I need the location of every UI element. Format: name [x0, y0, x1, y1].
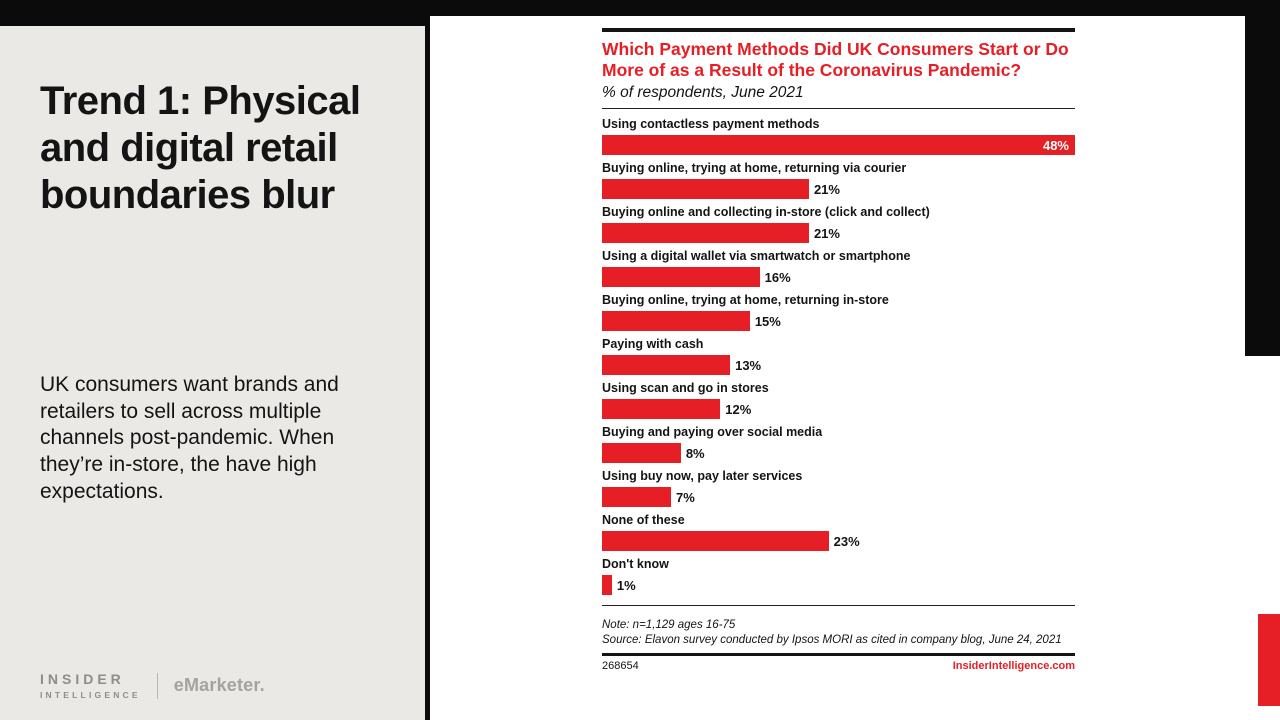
- bar: [602, 223, 809, 243]
- bar: [602, 311, 750, 331]
- logo-divider: [156, 672, 158, 699]
- bar-group: Paying with cash 13%: [602, 337, 1075, 375]
- category-label: Using buy now, pay later services: [602, 469, 803, 483]
- bar-group: Buying online, trying at home, returning…: [602, 161, 1075, 199]
- chart-id: 268654: [602, 659, 639, 672]
- emarketer-logo: eMarketer.: [173, 675, 265, 695]
- category-label: None of these: [602, 513, 685, 527]
- bar-group: Using a digital wallet via smartwatch or…: [602, 249, 1075, 287]
- note-block: Note: n=1,129 ages 16-75 Source: Elavon …: [602, 614, 1075, 648]
- value-label: 15%: [754, 313, 781, 329]
- bar-row: 15%: [602, 311, 1075, 331]
- bar: [602, 487, 671, 507]
- value-label: 23%: [833, 533, 860, 549]
- category-label: Buying and paying over social media: [602, 425, 823, 439]
- chart-note: Note: n=1,129 ages 16-75: [602, 619, 736, 631]
- category-label: Don't know: [602, 557, 669, 571]
- value-label: 21%: [813, 225, 840, 241]
- bar-row: 7%: [602, 487, 1075, 507]
- bar-group: Buying online, trying at home, returning…: [602, 293, 1075, 331]
- bar: [602, 267, 760, 287]
- chart-subtitle: % of respondents, June 2021: [602, 84, 804, 101]
- value-label: 12%: [725, 401, 752, 417]
- value-label: 8%: [685, 445, 705, 461]
- bar-row: 12%: [602, 399, 1075, 419]
- right-red-accent: [1258, 614, 1280, 706]
- category-label: Buying online, trying at home, returning…: [602, 161, 907, 175]
- bar: [602, 399, 721, 419]
- logo-row: INSIDER INTELLIGENCE eMarketer.: [40, 671, 265, 700]
- value-label: 48%: [1042, 137, 1069, 153]
- bar-row: 23%: [602, 531, 1075, 551]
- value-label: 7%: [675, 489, 695, 505]
- bar-row: 8%: [602, 443, 1075, 463]
- bar-row: 13%: [602, 355, 1075, 375]
- slide-left-panel: Trend 1: Physical and digital retail bou…: [0, 26, 425, 720]
- category-label: Using a digital wallet via smartwatch or…: [602, 249, 911, 263]
- category-label: Buying online, trying at home, returning…: [602, 293, 889, 307]
- value-label: 16%: [764, 269, 791, 285]
- insider-intelligence-logo: INSIDER INTELLIGENCE: [40, 671, 141, 700]
- right-black-column: [1245, 16, 1280, 356]
- bar-row: 21%: [602, 223, 1075, 243]
- bar-row: 1%: [602, 575, 1075, 595]
- bars: Using contactless payment methods 48% Buyi…: [602, 109, 1075, 595]
- intelligence-logo-text: INTELLIGENCE: [40, 690, 141, 700]
- bar: [602, 355, 731, 375]
- bar-group: Buying and paying over social media 8%: [602, 425, 1075, 463]
- slide-title: Trend 1: Physical and digital retail bou…: [40, 79, 361, 218]
- insider-logo-text: INSIDER: [40, 671, 125, 687]
- chart-header-rule: [602, 108, 1075, 109]
- category-label: Using contactless payment methods: [602, 117, 820, 131]
- bar: 48%: [602, 135, 1075, 155]
- bar-row: 16%: [602, 267, 1075, 287]
- bar-row: 21%: [602, 179, 1075, 199]
- value-label: 21%: [813, 181, 840, 197]
- bar: [602, 179, 809, 199]
- bar: [602, 531, 829, 551]
- category-label: Using scan and go in stores: [602, 381, 769, 395]
- chart-top-rule: [602, 28, 1075, 32]
- bar-chart: Which Payment Methods Did UK Consumers S…: [602, 28, 1075, 672]
- value-label: 1%: [616, 577, 636, 593]
- chart-source: Source: Elavon survey conducted by Ipsos…: [602, 633, 1062, 646]
- bar: [602, 575, 612, 595]
- bar-group: Don't know 1%: [602, 557, 1075, 595]
- chart-footer: 268654 InsiderIntelligence.com: [602, 660, 1075, 672]
- slide-body-text: UK consumers want brands and retailers t…: [40, 373, 339, 503]
- bar-group: None of these 23%: [602, 513, 1075, 551]
- bar-group: Using contactless payment methods 48%: [602, 117, 1075, 155]
- category-label: Paying with cash: [602, 337, 704, 351]
- bar-group: Using buy now, pay later services 7%: [602, 469, 1075, 507]
- bar-group: Buying online and collecting in-store (c…: [602, 205, 1075, 243]
- category-label: Buying online and collecting in-store (c…: [602, 205, 930, 219]
- chart-note-rule: [602, 605, 1075, 606]
- chart-bottom-rule: [602, 652, 1075, 656]
- value-label: 13%: [735, 357, 762, 373]
- chart-title: Which Payment Methods Did UK Consumers S…: [602, 39, 1069, 80]
- chart-site-link[interactable]: InsiderIntelligence.com: [952, 659, 1075, 672]
- bar: [602, 443, 681, 463]
- chart-panel: [430, 16, 1280, 720]
- bar-group: Using scan and go in stores 12%: [602, 381, 1075, 419]
- bar-row: 48%: [602, 135, 1075, 155]
